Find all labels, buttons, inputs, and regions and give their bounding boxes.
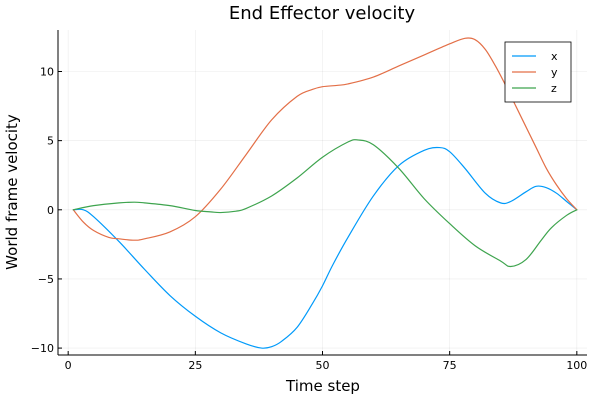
legend-item-z: z <box>512 82 557 95</box>
y-axis-title: World frame velocity <box>3 114 21 270</box>
legend: x y z <box>504 41 572 103</box>
legend-label-x: x <box>551 50 558 63</box>
chart-title: End Effector velocity <box>229 3 416 24</box>
y-tick-label-1: −5 <box>38 273 54 286</box>
legend-label-z: z <box>551 82 557 95</box>
series-line-y <box>72 37 578 241</box>
series-lines <box>72 37 578 349</box>
y-tick-label-3: 5 <box>47 135 54 148</box>
ticks: 0 25 50 75 100 −10 −5 0 5 10 <box>31 65 588 372</box>
x-tick-label-3: 75 <box>443 359 457 372</box>
x-tick-label-4: 100 <box>566 359 587 372</box>
x-tick-label-2: 50 <box>316 359 330 372</box>
y-tick-label-2: 0 <box>47 204 54 217</box>
legend-item-x: x <box>512 50 558 63</box>
series-line-z <box>72 139 578 268</box>
x-axis-title: Time step <box>285 377 360 395</box>
legend-label-y: y <box>551 66 558 79</box>
y-tick-label-4: 10 <box>40 65 54 78</box>
legend-item-y: y <box>512 66 558 79</box>
y-tick-label-0: −10 <box>31 342 54 355</box>
series-line-x <box>72 146 578 349</box>
x-tick-label-0: 0 <box>65 359 72 372</box>
x-tick-label-1: 25 <box>188 359 202 372</box>
